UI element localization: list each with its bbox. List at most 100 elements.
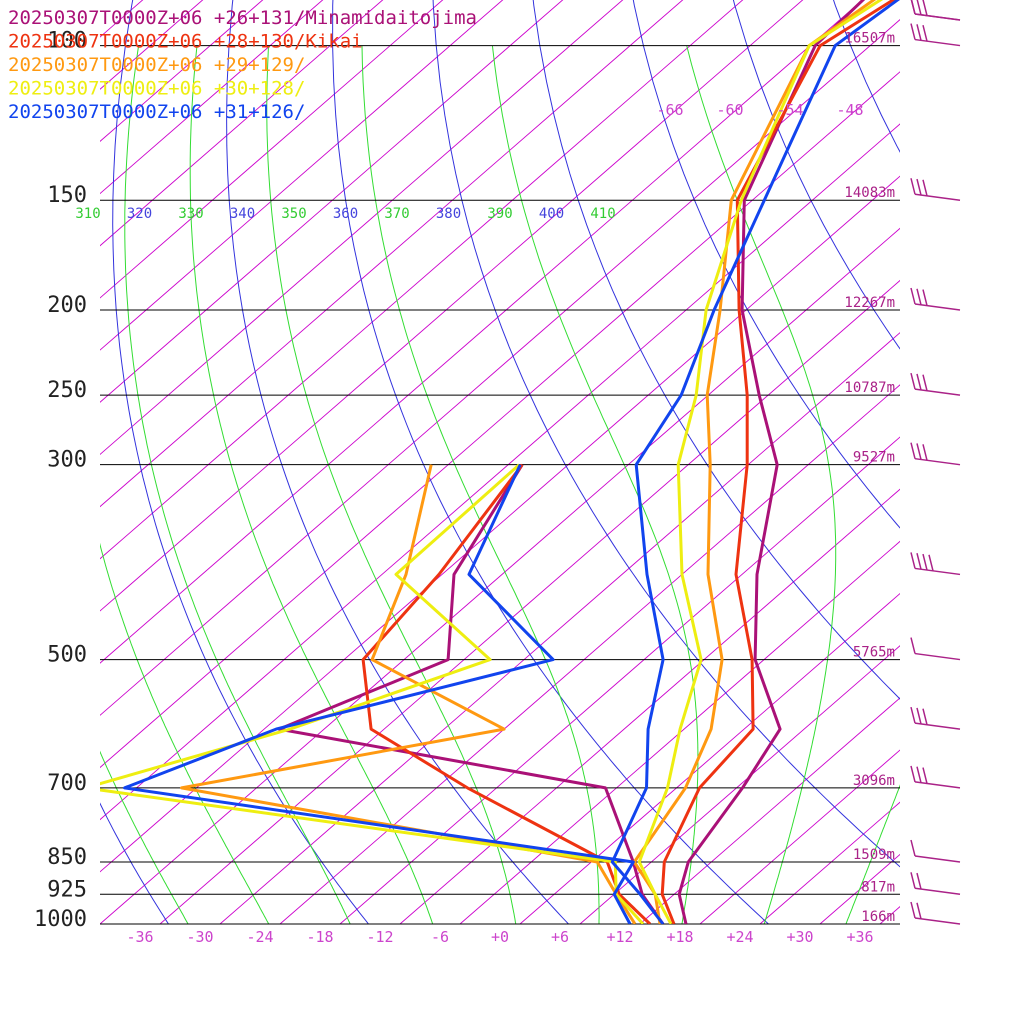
barb-feather <box>916 902 922 919</box>
isotherm-line <box>940 0 1024 924</box>
barb-staff <box>914 13 961 21</box>
barb-feather <box>922 179 928 197</box>
height-label: 817m <box>861 879 895 895</box>
barb-staff <box>914 38 961 47</box>
dry-adiabat <box>432 0 900 868</box>
barb-feather <box>910 637 916 654</box>
barb-feather <box>916 443 922 460</box>
barb-feather <box>916 553 922 570</box>
legend-entry: 20250307T0000Z+06 +30+128/ <box>8 78 305 100</box>
barb-feather <box>922 708 928 725</box>
wind-barb <box>910 637 961 661</box>
isotherm-line <box>219 332 900 924</box>
theta-label: 400 <box>539 206 564 222</box>
dry-adiabat <box>732 0 900 350</box>
pressure-label: 700 <box>47 771 87 796</box>
moist-adiabat <box>845 784 900 924</box>
barb-feather <box>916 288 922 305</box>
moist-adiabat <box>686 45 837 924</box>
isotherm-line <box>100 0 384 247</box>
legend-entry: 20250307T0000Z+06 +29+129/ <box>8 54 305 76</box>
barb-staff <box>914 388 961 396</box>
dry-adiabat <box>867 0 1024 943</box>
upper-temperature-tick: -60 <box>716 101 743 119</box>
theta-label: 320 <box>127 206 152 222</box>
wind-barb <box>910 287 961 311</box>
upper-temperature-tick: -48 <box>836 101 863 119</box>
barb-staff <box>914 781 961 789</box>
barb-feather <box>928 554 934 572</box>
theta-label: 350 <box>281 206 306 222</box>
barb-staff <box>914 917 961 925</box>
barb-feather <box>916 707 922 725</box>
dewpoint-line <box>180 464 637 924</box>
height-label: 12267m <box>844 295 895 311</box>
height-label: 166m <box>861 909 895 925</box>
pressure-label: 100 <box>47 29 87 54</box>
theta-label: 330 <box>178 206 203 222</box>
height-label: 16507m <box>844 31 895 47</box>
pressure-label: 500 <box>47 643 87 668</box>
dry-adiabat <box>632 0 900 529</box>
isotherm-line <box>639 697 900 924</box>
theta-label: 340 <box>230 206 255 222</box>
dry-adiabat <box>952 0 1024 943</box>
height-label: 9527m <box>853 450 895 466</box>
wind-barb <box>910 706 961 730</box>
wind-barb <box>910 901 961 925</box>
temperature-line <box>610 0 900 924</box>
barb-staff <box>914 887 961 896</box>
temperature-line <box>677 0 866 924</box>
temperature-tick: -12 <box>366 928 393 946</box>
theta-label: 410 <box>590 206 615 222</box>
temperature-tick: +12 <box>606 928 633 946</box>
barb-feather <box>922 24 928 42</box>
pressure-label: 850 <box>47 845 87 870</box>
isotherm-line <box>339 436 900 924</box>
temperature-tick: -6 <box>431 928 449 946</box>
barb-feather <box>910 839 916 857</box>
temperature-tick: +24 <box>726 928 753 946</box>
height-label: 5765m <box>853 645 895 661</box>
moist-adiabat <box>100 750 189 924</box>
barb-feather <box>910 23 916 40</box>
isotherm-line <box>100 0 264 142</box>
barb-feather <box>922 553 928 571</box>
height-label: 10787m <box>844 380 895 396</box>
isotherm-line <box>879 906 900 924</box>
legend-entry: 20250307T0000Z+06 +31+126/ <box>8 101 305 123</box>
theta-label: 310 <box>75 206 100 222</box>
wind-barbs <box>910 0 961 925</box>
dry-adiabat <box>832 0 900 153</box>
wind-barb <box>910 23 961 47</box>
moist-adiabat <box>491 45 699 924</box>
barb-feather <box>910 372 916 390</box>
barb-feather <box>916 373 922 391</box>
dewpoint-line <box>277 463 665 924</box>
barb-staff <box>914 193 961 201</box>
barb-feather <box>916 24 922 41</box>
theta-label: 380 <box>436 206 461 222</box>
wind-barb <box>910 765 961 789</box>
isotherm-line <box>819 853 900 924</box>
isotherm-line <box>1000 0 1024 924</box>
axis-labels: 100 16507m 150 14083m 200 12267m 250 10787m 300 9… <box>34 29 895 946</box>
legend-entry: 20250307T0000Z+06 +26+131/Minamidaitojim… <box>8 7 477 29</box>
moist-adiabat <box>100 542 270 924</box>
height-label: 3096m <box>853 773 895 789</box>
barb-feather <box>922 289 928 306</box>
barb-feather <box>916 178 922 196</box>
pressure-label: 925 <box>47 877 87 902</box>
dry-adiabat <box>100 802 170 924</box>
upper-temperature-tick: -54 <box>776 101 803 119</box>
barb-staff <box>914 722 961 730</box>
isotherm-line <box>579 645 900 924</box>
theta-label: 360 <box>333 206 358 222</box>
wind-barb <box>910 872 961 896</box>
wind-barb <box>910 372 961 396</box>
barb-feather <box>916 0 922 15</box>
barb-feather <box>922 0 928 16</box>
barb-feather <box>910 0 916 15</box>
legend: 20250307T0000Z+06 +26+131/Minamidaitojim… <box>8 7 477 123</box>
isotherm-line <box>399 488 900 924</box>
